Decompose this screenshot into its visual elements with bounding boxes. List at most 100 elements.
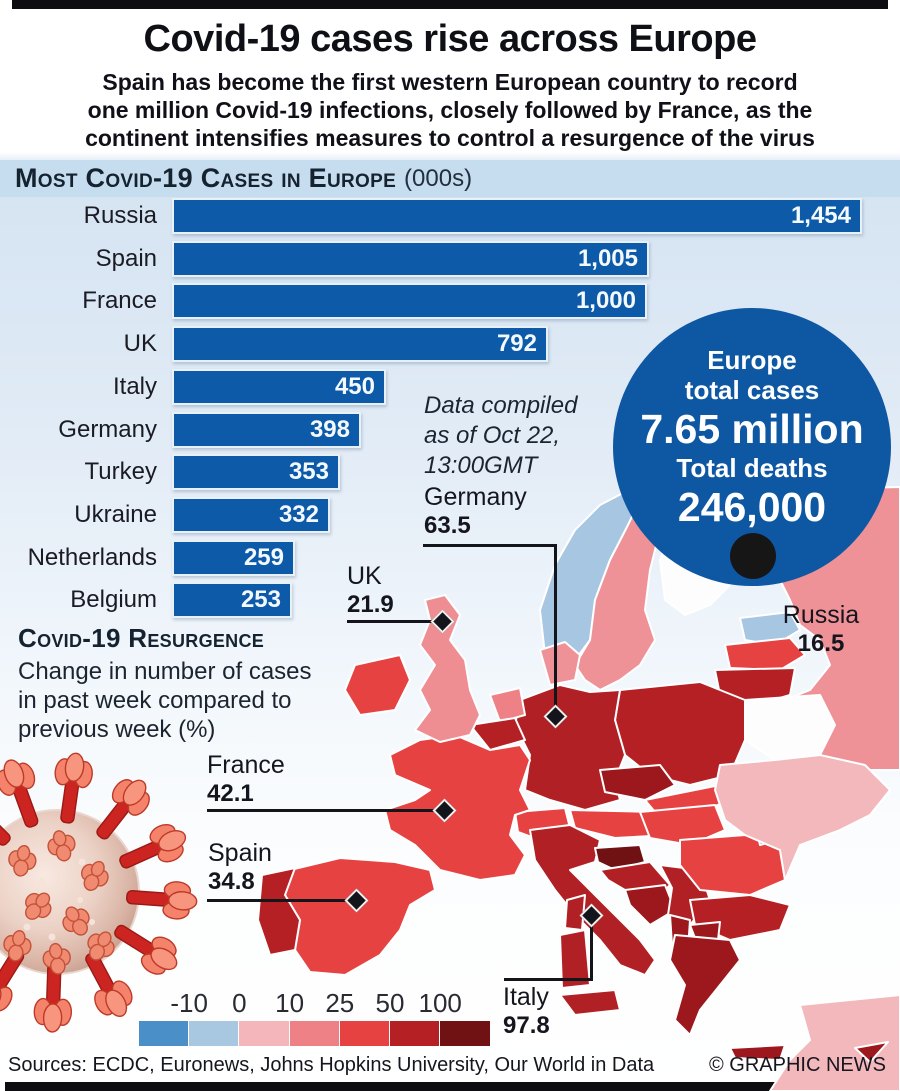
resurgence-desc-line: in past week compared to [18,687,292,714]
resurgence-desc-line: Change in number of cases [18,658,312,685]
map-country-latvia [724,637,806,671]
bar: 259 [172,540,295,576]
callout-italy: Italy 97.8 [503,983,550,1040]
callout-line-italy-h [504,978,593,981]
bar-label: France [82,287,157,314]
credit-text: © GRAPHIC NEWS [709,1054,886,1076]
bar-chart-heading-units: (000s) [404,164,473,192]
callout-line-uk [347,620,439,623]
callout-russia: Russia 16.5 [765,601,877,658]
europe-map [257,486,900,1091]
callout-france: France 42.1 [207,751,285,808]
bottom-rule [5,1082,895,1091]
bar-row: Ukraine 332 [0,497,900,533]
callout-value: 42.1 [207,780,254,807]
page-title: Covid-19 cases rise across Europe [143,18,757,60]
callout-country: Russia [782,601,860,629]
bar: 1,005 [172,241,649,277]
map-country-france [384,734,531,881]
page-subtitle: Spain has become the first western Europ… [0,68,900,152]
bar-value: 450 [334,373,375,400]
legend-swatch [239,1021,290,1046]
legend-tick: 10 [275,988,305,1018]
legend-swatches [139,1021,491,1046]
map-region-crete [729,1044,786,1061]
bar: 398 [172,412,361,448]
bar-value: 1,000 [575,287,636,314]
stat-circle-deaths-label: Total deaths [676,453,828,483]
bar-value: 1,454 [790,202,851,229]
subtitle-line: one million Covid-19 infections, closely… [87,97,813,123]
bar-row: UK 792 [0,326,900,362]
map-region-corsica [564,894,586,931]
callout-line-italy-v [590,920,593,981]
legend-swatch [339,1021,390,1046]
bar-rows: Russia 1,454 Spain 1,005 France 1,000 UK 792 Ita… [0,198,900,628]
bar: 792 [172,326,548,362]
bar-chart-heading-band: Most Covid-19 Cases in Europe (000s) [0,160,900,197]
bar-label: Italy [112,373,157,400]
bar-value: 332 [278,501,319,528]
map-country-turkey [769,994,900,1091]
bar-label: Netherlands [27,544,157,571]
bar: 253 [172,582,292,618]
callout-uk: UK 21.9 [347,562,394,619]
data-note: Data compiled as of Oct 22, 13:00GMT [424,391,577,481]
stat-circle-deaths-value: 246,000 [677,484,827,530]
data-note-line: Data compiled [424,392,578,419]
bar-label: UK [123,330,157,357]
bar: 353 [172,454,340,490]
callout-country: France [207,751,285,779]
callout-country: Spain [208,839,272,867]
data-note-line: 13:00GMT [424,452,538,479]
legend-tick: -10 [170,988,208,1018]
bar-row: Russia 1,454 [0,198,900,234]
bar-value: 1,005 [577,245,638,272]
bar-value: 259 [243,544,284,571]
map-country-greece [669,934,741,1036]
bar-label: Spain [95,245,157,272]
bar-label: Belgium [70,586,157,613]
map-country-czechia [599,764,676,801]
resurgence-desc-line: previous week (%) [18,716,216,743]
callout-value: 34.8 [208,868,255,895]
stat-circle-cases-value: 7.65 million [640,406,864,452]
callout-country: UK [347,562,382,590]
subtitle-line: continent intensifies measures to contro… [85,125,815,151]
resurgence-heading: Covid-19 Resurgence [18,623,265,653]
bar: 1,000 [172,283,647,319]
subtitle-line: Spain has become the first western Europ… [102,69,798,95]
map-country-belgium [469,717,526,751]
callout-value: 21.9 [347,591,394,618]
callout-value: 97.8 [503,1012,550,1039]
bar-row: Spain 1,005 [0,241,900,277]
callout-value: 16.5 [797,630,845,657]
sources-text: Sources: ECDC, Euronews, Johns Hopkins U… [8,1054,655,1076]
legend-tick: 0 [232,988,247,1018]
legend-tick: 100 [418,988,462,1018]
stat-circle-cases-label: total cases [684,375,820,405]
legend-swatch [289,1021,340,1046]
bar-value: 398 [309,416,350,443]
legend-swatch [389,1021,441,1046]
bar-label: Turkey [84,458,157,485]
coronavirus-illustration [0,750,198,1034]
top-rule [12,0,888,9]
callout-germany: Germany 63.5 [424,483,527,540]
callout-country: Italy [503,983,549,1011]
resurgence-section: Covid-19 Resurgence Change in number of … [18,623,312,744]
map-region-sardinia [559,929,591,989]
bar: 450 [172,369,386,405]
map-country-portugal [257,867,301,956]
map-country-cyprus [854,1041,889,1063]
legend-tick: 50 [375,988,405,1018]
map-region-sicily [559,989,621,1016]
data-note-line: as of Oct 22, [424,422,561,449]
callout-value: 63.5 [424,512,471,539]
bar-value: 253 [240,586,281,613]
map-country-ireland [344,654,411,716]
legend-swatch [189,1021,240,1046]
bar-value: 353 [288,458,329,485]
bar: 1,454 [172,198,862,234]
